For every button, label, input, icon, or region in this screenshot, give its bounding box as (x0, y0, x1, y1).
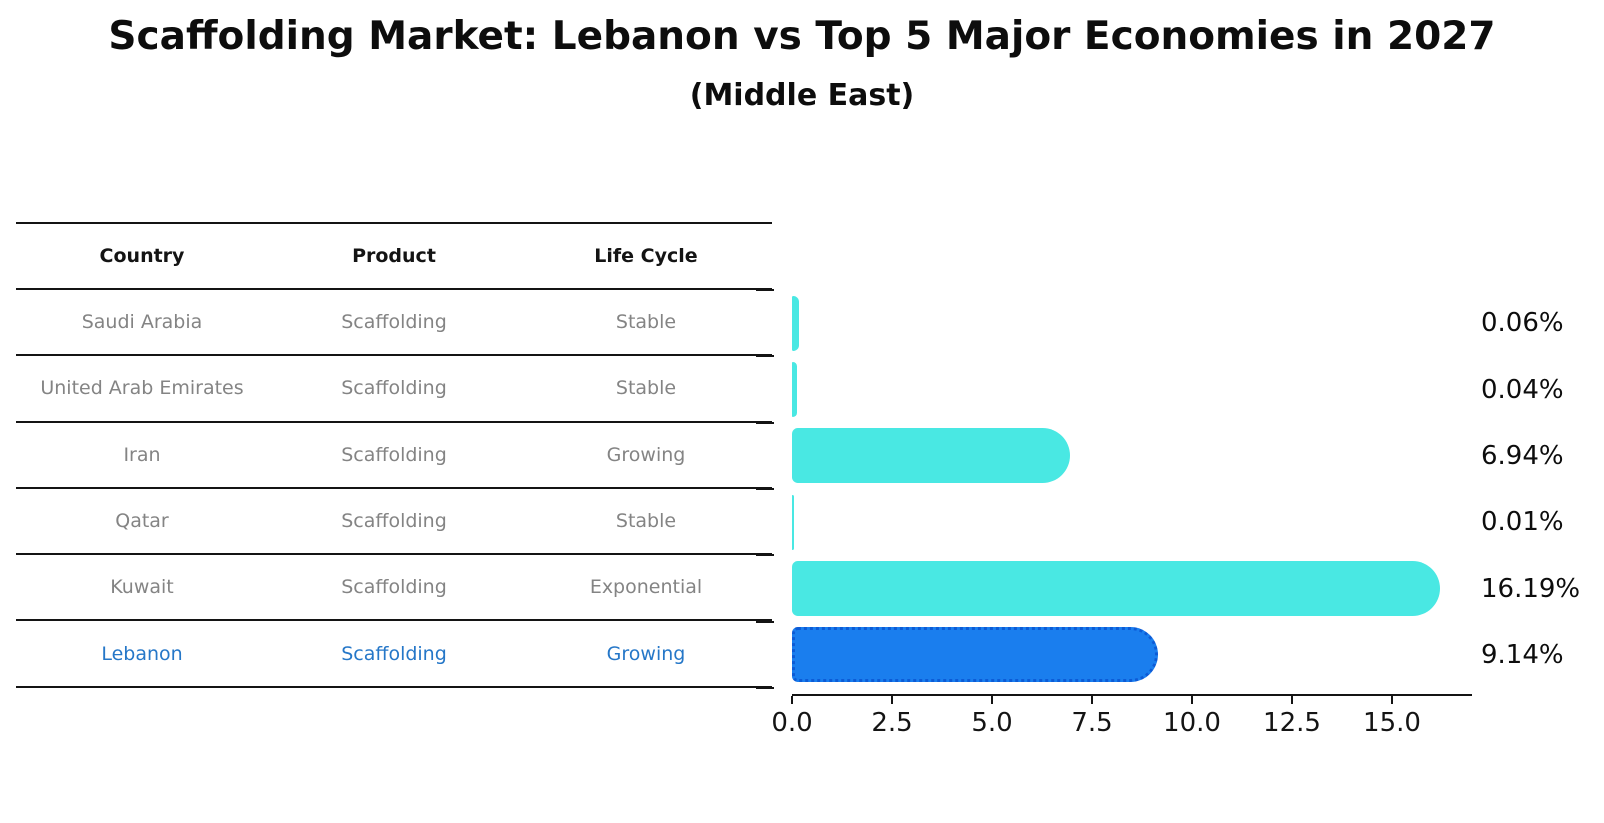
column-header-country: Country (99, 245, 185, 267)
x-tick-mark (1191, 696, 1193, 704)
x-tick-label: 15.0 (1363, 708, 1421, 738)
cell-product: Scaffolding (341, 642, 447, 665)
value-label-iran: 6.94% (1481, 440, 1564, 471)
y-tick-mark (756, 421, 774, 424)
bar-saudi-arabia (792, 295, 799, 351)
cell-product: Scaffolding (341, 510, 447, 533)
y-tick-mark (756, 687, 774, 689)
value-label-united-arab-emirates: 0.04% (1481, 374, 1564, 405)
table-row: Saudi Arabia Scaffolding Stable (16, 290, 772, 357)
plot-area (792, 290, 1472, 688)
x-tick-mark (1291, 696, 1293, 704)
table-row: Qatar Scaffolding Stable (16, 489, 772, 556)
table-row: Kuwait Scaffolding Exponential (16, 555, 772, 622)
x-tick-label: 10.0 (1163, 708, 1221, 738)
x-tick-label: 2.5 (871, 708, 913, 738)
chart-subtitle: (Middle East) (689, 78, 915, 113)
cell-country: Saudi Arabia (81, 311, 203, 334)
cell-country: Kuwait (110, 576, 174, 599)
cell-country: Qatar (115, 510, 169, 533)
x-tick-mark (991, 696, 993, 704)
bar-united-arab-emirates (792, 361, 797, 417)
value-labels: 0.06% 0.04% 6.94% 0.01% 16.19% 9.14% (1481, 290, 1601, 688)
x-axis: 0.0 2.5 5.0 7.5 10.0 12.5 15.0 (771, 696, 1472, 756)
country-table: Country Product Life Cycle Saudi Arabia … (16, 222, 772, 688)
bar-row-united-arab-emirates (792, 356, 1472, 422)
cell-product: Scaffolding (341, 377, 447, 400)
cell-life-cycle: Stable (615, 311, 677, 334)
cell-life-cycle: Exponential (589, 576, 703, 599)
y-axis-ticks (756, 289, 774, 689)
y-tick-mark (756, 554, 774, 557)
table-body: Saudi Arabia Scaffolding Stable United A… (16, 290, 772, 688)
bar-row-iran (792, 423, 1472, 489)
cell-life-cycle: Stable (615, 510, 677, 533)
cell-product: Scaffolding (341, 576, 447, 599)
x-tick-label: 0.0 (771, 708, 813, 738)
chart-title: Scaffolding Market: Lebanon vs Top 5 Maj… (108, 14, 1496, 59)
x-tick-mark (791, 696, 793, 704)
cell-product: Scaffolding (341, 443, 447, 466)
x-tick-mark (891, 696, 893, 704)
table-row: United Arab Emirates Scaffolding Stable (16, 356, 772, 423)
x-tick-label: 7.5 (1071, 708, 1113, 738)
cell-country: United Arab Emirates (40, 377, 244, 400)
value-label-qatar: 0.01% (1481, 507, 1564, 538)
cell-life-cycle: Stable (615, 377, 677, 400)
cell-country: Lebanon (101, 642, 183, 665)
column-header-life-cycle: Life Cycle (594, 245, 698, 267)
cell-product: Scaffolding (341, 311, 447, 334)
bar-row-saudi-arabia (792, 290, 1472, 356)
cell-life-cycle: Growing (606, 642, 686, 665)
bar-row-qatar (792, 489, 1472, 555)
bar-row-kuwait (792, 555, 1472, 621)
value-label-kuwait: 16.19% (1481, 573, 1581, 604)
y-tick-mark (756, 488, 774, 490)
bar-lebanon (792, 627, 1158, 683)
x-tick-label: 12.5 (1263, 708, 1321, 738)
y-tick-mark (756, 620, 774, 623)
x-axis-line (792, 694, 1472, 696)
bar-row-lebanon (792, 622, 1472, 688)
value-label-saudi-arabia: 0.06% (1481, 308, 1564, 339)
x-tick-mark (1091, 696, 1093, 704)
x-tick-label: 5.0 (971, 708, 1013, 738)
table-row: Lebanon Scaffolding Growing (16, 621, 772, 688)
value-label-lebanon: 9.14% (1481, 639, 1564, 670)
cell-country: Iran (123, 443, 161, 466)
x-tick-mark (1391, 696, 1393, 704)
column-header-product: Product (352, 245, 436, 267)
y-tick-mark (756, 355, 774, 358)
bar-kuwait (792, 560, 1440, 616)
table-header-row: Country Product Life Cycle (16, 224, 772, 290)
bar-qatar (792, 494, 794, 550)
cell-life-cycle: Growing (606, 443, 686, 466)
table-row: Iran Scaffolding Growing (16, 423, 772, 489)
y-tick-mark (756, 289, 774, 291)
bar-iran (792, 428, 1070, 484)
